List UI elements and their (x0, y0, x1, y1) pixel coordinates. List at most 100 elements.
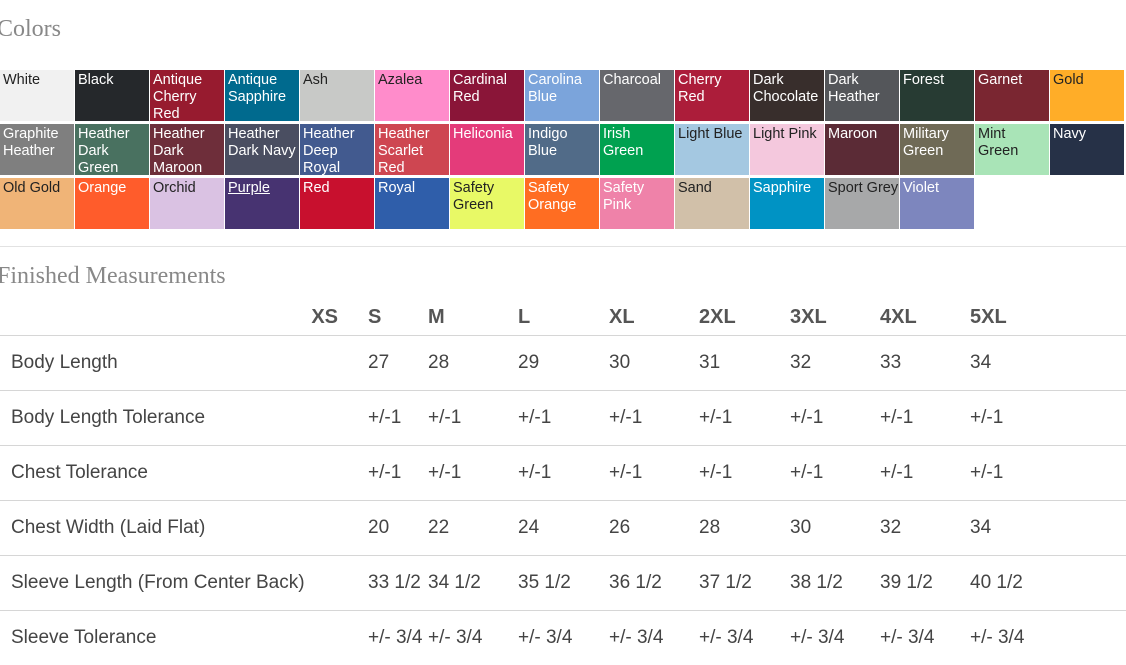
color-swatch-sapphire[interactable]: Sapphire (750, 178, 824, 229)
measurement-cell-3XL: 38 1/2 (790, 556, 880, 611)
color-swatch-label: Sport Grey (825, 178, 899, 197)
color-swatch-heather-scarlet-red[interactable]: Heather Scarlet Red (375, 124, 449, 175)
color-swatch-label: Charcoal (600, 70, 674, 89)
color-swatch-sport-grey[interactable]: Sport Grey (825, 178, 899, 229)
row-label: Body Length Tolerance (0, 391, 368, 446)
color-swatch-label: Heather Scarlet Red (375, 124, 449, 175)
color-swatch-charcoal[interactable]: Charcoal (600, 70, 674, 121)
row-spacer (1061, 501, 1126, 556)
color-swatch-orchid[interactable]: Orchid (150, 178, 224, 229)
measurement-cell-5XL: +/-1 (970, 446, 1061, 501)
color-swatch-white[interactable]: White (0, 70, 74, 121)
color-swatch-safety-green[interactable]: Safety Green (450, 178, 524, 229)
color-swatch-label: Safety Orange (525, 178, 599, 214)
color-swatch-azalea[interactable]: Azalea (375, 70, 449, 121)
color-swatch-heather-dark-maroon[interactable]: Heather Dark Maroon (150, 124, 224, 175)
color-swatch-indigo-blue[interactable]: Indigo Blue (525, 124, 599, 175)
color-swatch-label: Forest (900, 70, 974, 89)
color-swatch-purple[interactable]: Purple (225, 178, 299, 229)
measurement-cell-2XL: 31 (699, 336, 790, 391)
size-header-row: XS S M L XL 2XL 3XL 4XL 5XL (0, 300, 1126, 336)
row-spacer (1061, 391, 1126, 446)
color-swatch-gold[interactable]: Gold (1050, 70, 1124, 121)
color-swatch-heliconia[interactable]: Heliconia (450, 124, 524, 175)
measurement-cell-2XL: 28 (699, 501, 790, 556)
measurement-cell-XL: +/- 3/4 (609, 611, 699, 665)
measurement-cell-4XL: +/-1 (880, 446, 970, 501)
size-header-2XL: 2XL (699, 300, 790, 336)
color-swatch-graphite-heather[interactable]: Graphite Heather (0, 124, 74, 175)
color-swatch-label: Orchid (150, 178, 224, 197)
color-swatch-navy[interactable]: Navy (1050, 124, 1124, 175)
color-swatch-military-green[interactable]: Military Green (900, 124, 974, 175)
color-swatch-maroon[interactable]: Maroon (825, 124, 899, 175)
header-spacer (1061, 300, 1126, 336)
measurement-cell-3XL: +/-1 (790, 446, 880, 501)
color-swatch-red[interactable]: Red (300, 178, 374, 229)
measurement-cell-M: 22 (428, 501, 518, 556)
color-swatch-violet[interactable]: Violet (900, 178, 974, 229)
measurement-cell-XL: +/-1 (609, 446, 699, 501)
color-swatch-label: Safety Pink (600, 178, 674, 214)
color-swatch-label: Orange (75, 178, 149, 197)
measurement-cell-4XL: 39 1/2 (880, 556, 970, 611)
measurement-cell-2XL: +/-1 (699, 446, 790, 501)
measurement-cell-4XL: 32 (880, 501, 970, 556)
color-swatch-dark-chocolate[interactable]: Dark Chocolate (750, 70, 824, 121)
color-swatch-safety-pink[interactable]: Safety Pink (600, 178, 674, 229)
color-swatch-carolina-blue[interactable]: Carolina Blue (525, 70, 599, 121)
color-swatch-heather-dark-green[interactable]: Heather Dark Green (75, 124, 149, 175)
color-swatch-cherry-red[interactable]: Cherry Red (675, 70, 749, 121)
color-swatch-cardinal-red[interactable]: Cardinal Red (450, 70, 524, 121)
colors-heading: Colors (0, 16, 61, 43)
color-swatch-light-pink[interactable]: Light Pink (750, 124, 824, 175)
measurement-cell-4XL: +/-1 (880, 391, 970, 446)
row-spacer (1061, 556, 1126, 611)
color-swatch-forest[interactable]: Forest (900, 70, 974, 121)
measurement-cell-L: +/- 3/4 (518, 611, 609, 665)
color-swatch-label: Irish Green (600, 124, 674, 160)
color-swatch-safety-orange[interactable]: Safety Orange (525, 178, 599, 229)
measurement-cell-XL: 36 1/2 (609, 556, 699, 611)
color-swatch-label: Graphite Heather (0, 124, 74, 160)
size-header-5XL: 5XL (970, 300, 1061, 336)
table-row: Sleeve Tolerance+/- 3/4+/- 3/4+/- 3/4+/-… (0, 611, 1126, 665)
measurement-cell-XL: 26 (609, 501, 699, 556)
color-swatch-garnet[interactable]: Garnet (975, 70, 1049, 121)
color-swatch-label[interactable]: Purple (225, 178, 299, 197)
table-row: Body Length Tolerance+/-1+/-1+/-1+/-1+/-… (0, 391, 1126, 446)
color-swatch-ash[interactable]: Ash (300, 70, 374, 121)
row-label: Sleeve Tolerance (0, 611, 368, 665)
measurement-cell-S: 20 (368, 501, 428, 556)
color-swatch-black[interactable]: Black (75, 70, 149, 121)
size-header-S: S (368, 300, 428, 336)
color-swatch-label: Royal (375, 178, 449, 197)
color-swatch-label: Ash (300, 70, 374, 89)
color-swatch-antique-sapphire[interactable]: Antique Sapphire (225, 70, 299, 121)
color-swatch-dark-heather[interactable]: Dark Heather (825, 70, 899, 121)
color-swatch-old-gold[interactable]: Old Gold (0, 178, 74, 229)
color-swatch-irish-green[interactable]: Irish Green (600, 124, 674, 175)
measurement-cell-L: +/-1 (518, 446, 609, 501)
measurement-cell-S: +/-1 (368, 446, 428, 501)
color-swatch-light-blue[interactable]: Light Blue (675, 124, 749, 175)
color-swatch-label: Safety Green (450, 178, 524, 214)
measurement-cell-L: 29 (518, 336, 609, 391)
color-swatch-orange[interactable]: Orange (75, 178, 149, 229)
color-swatch-label: Light Blue (675, 124, 749, 143)
color-swatch-sand[interactable]: Sand (675, 178, 749, 229)
color-swatch-label: Carolina Blue (525, 70, 599, 106)
color-swatch-heather-deep-royal[interactable]: Heather Deep Royal (300, 124, 374, 175)
measurement-cell-2XL: +/- 3/4 (699, 611, 790, 665)
measurement-cell-M: 28 (428, 336, 518, 391)
color-swatch-mint-green[interactable]: Mint Green (975, 124, 1049, 175)
color-swatch-label: Heather Dark Green (75, 124, 149, 175)
color-swatch-antique-cherry-red[interactable]: Antique Cherry Red (150, 70, 224, 121)
color-swatch-royal[interactable]: Royal (375, 178, 449, 229)
table-row: Chest Tolerance+/-1+/-1+/-1+/-1+/-1+/-1+… (0, 446, 1126, 501)
measurement-cell-M: 34 1/2 (428, 556, 518, 611)
color-swatch-label: Garnet (975, 70, 1049, 89)
color-swatch-heather-dark-navy[interactable]: Heather Dark Navy (225, 124, 299, 175)
measurement-cell-XL: +/-1 (609, 391, 699, 446)
